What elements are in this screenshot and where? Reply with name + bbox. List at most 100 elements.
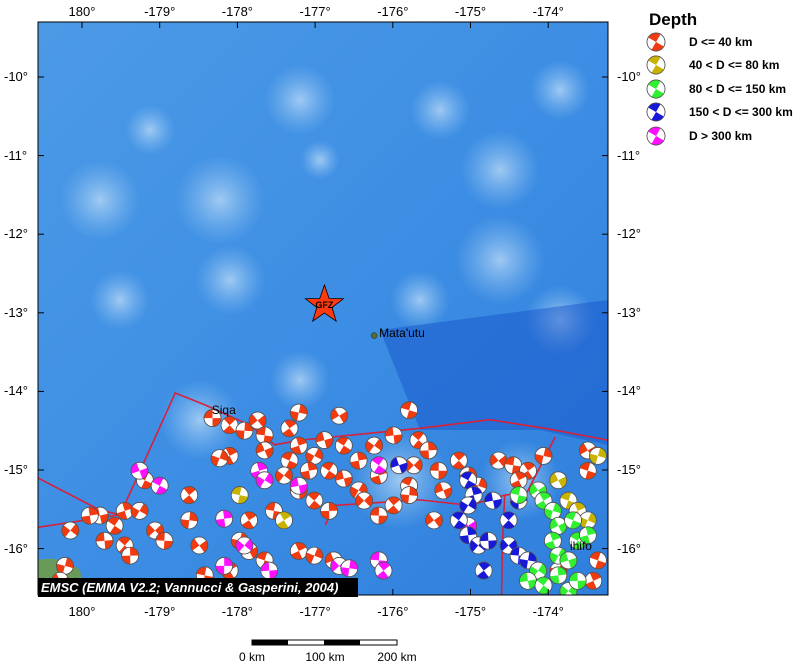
legend-label: 40 < D <= 80 km <box>689 58 780 73</box>
focal-mechanism-beachball <box>419 441 438 460</box>
legend-beachball-icon <box>646 126 666 146</box>
focal-mechanism-beachball <box>275 466 293 485</box>
lon-tick-label-bottom: -174° <box>532 604 564 619</box>
focal-mechanism-beachball <box>400 401 418 420</box>
focal-mechanism-beachball <box>390 456 408 475</box>
lat-tick-label-left: -16° <box>4 540 28 556</box>
legend-label: 80 < D <= 150 km <box>689 81 787 96</box>
focal-mechanism-beachball <box>459 496 478 515</box>
focal-mechanism-beachball <box>121 546 140 565</box>
focal-mechanism-beachball <box>215 509 234 528</box>
lon-tick-label-bottom: -175° <box>454 604 487 619</box>
focal-mechanism-beachball <box>80 506 99 525</box>
focal-mechanism-beachball <box>130 502 149 520</box>
focal-mechanisms <box>51 401 607 595</box>
focal-mechanism-beachball <box>499 511 518 530</box>
focal-mechanism-beachball <box>300 461 318 480</box>
focal-mechanism-beachball <box>240 511 258 530</box>
legend-beachball-icon <box>646 32 666 52</box>
legend-item: 40 < D <= 80 km <box>645 54 793 78</box>
focal-mechanism-beachball <box>305 491 324 510</box>
focal-mechanism-beachball <box>105 516 124 535</box>
lon-tick-label-top: -176° <box>377 4 409 19</box>
focal-mechanism-beachball <box>374 561 393 580</box>
focal-mechanism-beachball <box>349 451 368 470</box>
focal-mechanism-beachball <box>289 403 308 422</box>
focal-mechanism-beachball <box>459 471 478 490</box>
focal-mechanism-beachball <box>534 576 553 595</box>
focal-mechanism-beachball <box>95 531 114 550</box>
focal-mechanism-beachball <box>220 416 239 435</box>
epicenter-star: GFZ <box>304 283 345 323</box>
focal-mechanism-beachball <box>330 406 349 425</box>
focal-mechanism-beachball <box>315 431 334 449</box>
focal-mechanism-beachball <box>320 461 338 480</box>
lon-tick-label-bottom: 180° <box>68 604 96 619</box>
focal-mechanism-beachball <box>235 421 254 440</box>
legend-label: 150 < D <= 300 km <box>689 105 793 120</box>
lon-tick-label-top: -179° <box>144 4 176 19</box>
legend-beachball-icon <box>646 102 666 122</box>
focal-mechanism-beachball <box>564 511 582 530</box>
focal-mechanism-beachball <box>519 571 537 590</box>
lon-tick-label-bottom: -178° <box>221 604 253 619</box>
focal-mechanism-beachball <box>155 531 174 550</box>
legend-label: D <= 40 km <box>689 34 753 49</box>
focal-mechanism-beachball <box>578 526 597 545</box>
focal-mechanism-beachball <box>190 536 209 555</box>
focal-mechanism-beachball <box>61 521 80 540</box>
focal-mechanism-beachball <box>449 451 468 470</box>
trench-deep-water <box>380 300 608 445</box>
plate-boundary-line <box>38 391 608 529</box>
focal-mechanism-beachball <box>235 536 254 555</box>
scale-label-200: 200 km <box>377 650 417 664</box>
lat-tick-label-right: -11° <box>617 147 641 163</box>
lon-tick-label-top: -175° <box>454 4 487 19</box>
scale-label-0: 0 km <box>238 650 266 664</box>
focal-mechanism-beachball <box>589 447 607 465</box>
lat-tick-label-left: -13° <box>4 304 28 320</box>
lat-tick-label-left: -14° <box>4 383 28 399</box>
focal-mechanism-beachball <box>434 481 453 500</box>
frame-ticks <box>38 22 608 595</box>
legend-label: D > 300 km <box>689 128 753 143</box>
focal-mechanism-beachball <box>544 531 562 550</box>
lon-tick-label-bottom: -176° <box>377 604 409 619</box>
lat-tick-label-right: -15° <box>617 462 641 477</box>
focal-mechanism-beachball <box>289 436 308 455</box>
lat-tick-label-right: -12° <box>617 226 641 242</box>
focal-mechanism-beachball <box>589 551 607 570</box>
place-label: ihifo <box>569 538 592 553</box>
focal-mechanism-beachball <box>429 461 448 480</box>
lon-tick-label-top: 180° <box>68 4 96 19</box>
focal-mechanism-beachball <box>534 447 553 465</box>
focal-mechanism-beachball <box>280 419 299 438</box>
focal-mechanism-beachball <box>260 561 279 580</box>
legend-item: D <= 40 km <box>645 30 793 54</box>
focal-mechanism-beachball <box>549 471 568 490</box>
focal-mechanism-beachball <box>289 476 308 495</box>
focal-mechanism-beachball <box>449 511 468 530</box>
focal-mechanism-beachball <box>559 491 578 510</box>
focal-mechanism-beachball <box>305 447 324 465</box>
focal-mechanism-beachball <box>275 511 293 530</box>
focal-mechanism-beachball <box>215 557 234 575</box>
lat-tick-label-right: -16° <box>617 540 641 556</box>
map-area: GFZ <box>38 22 608 595</box>
focal-mechanism-beachball <box>559 551 578 570</box>
lon-tick-label-top: -174° <box>532 4 564 19</box>
focal-mechanism-beachball <box>289 542 308 560</box>
depth-legend: Depth D <= 40 km 40 < D <= 80 km 80 < D <=… <box>645 10 793 148</box>
focal-mechanism-beachball <box>365 436 384 455</box>
focal-mechanism-beachball <box>355 491 373 510</box>
focal-mechanism-beachball <box>544 502 562 520</box>
lat-tick-label-left: -11° <box>4 147 28 163</box>
lon-tick-label-top: -177° <box>299 4 331 19</box>
focal-mechanism-beachball <box>484 491 502 510</box>
focal-mechanism-beachball <box>180 511 199 530</box>
focal-mechanism-beachball <box>255 441 274 460</box>
places <box>370 332 378 339</box>
lat-tick-label-left: -12° <box>4 226 28 242</box>
focal-mechanism-beachball <box>255 471 274 490</box>
